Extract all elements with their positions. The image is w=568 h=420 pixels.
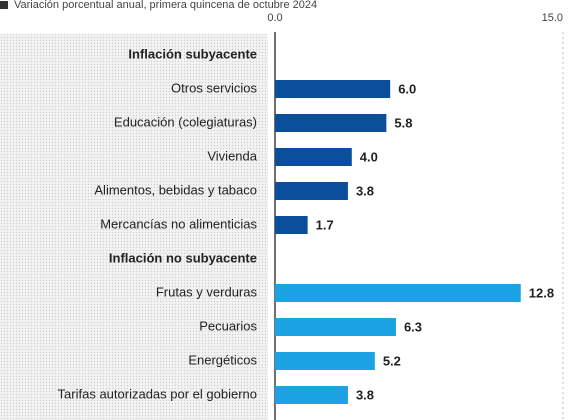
- y-tick-label: Alimentos, bebidas y tabaco: [94, 182, 257, 197]
- data-label: 12.8: [529, 285, 554, 300]
- x-tick-label: 15.0: [542, 12, 563, 24]
- data-label: 4.0: [360, 149, 378, 164]
- data-label: 3.8: [356, 387, 374, 402]
- y-tick-label: Otros servicios: [171, 80, 257, 95]
- y-tick-label: Pecuarios: [199, 318, 257, 333]
- data-label: 6.0: [398, 81, 416, 96]
- bar: [275, 114, 387, 132]
- data-label: 5.2: [383, 353, 401, 368]
- bar: [275, 284, 521, 302]
- label-panel: [0, 34, 268, 420]
- bar: [275, 182, 348, 200]
- x-tick-label: 0.0: [267, 12, 282, 24]
- y-tick-label: Mercancías no alimenticias: [100, 216, 257, 231]
- bar: [275, 386, 348, 404]
- y-tick-label: Frutas y verduras: [156, 284, 258, 299]
- data-label: 6.3: [404, 319, 422, 334]
- group-header: Inflación no subyacente: [109, 250, 257, 265]
- bar: [275, 352, 375, 370]
- group-header: Inflación subyacente: [128, 46, 257, 61]
- bar: [275, 318, 396, 336]
- y-tick-label: Tarifas autorizadas por el gobierno: [58, 386, 257, 401]
- y-tick-label: Vivienda: [207, 148, 257, 163]
- data-label: 5.8: [394, 115, 412, 130]
- bar: [275, 80, 391, 98]
- y-tick-label: Educación (colegiaturas): [114, 114, 257, 129]
- legend-swatch: [0, 1, 8, 9]
- data-label: 3.8: [356, 183, 374, 198]
- bar: [275, 148, 352, 166]
- data-label: 1.7: [316, 217, 334, 232]
- bar: [275, 216, 308, 234]
- y-tick-label: Energéticos: [188, 352, 257, 367]
- subtitle: Variación porcentual anual, primera quin…: [14, 0, 317, 11]
